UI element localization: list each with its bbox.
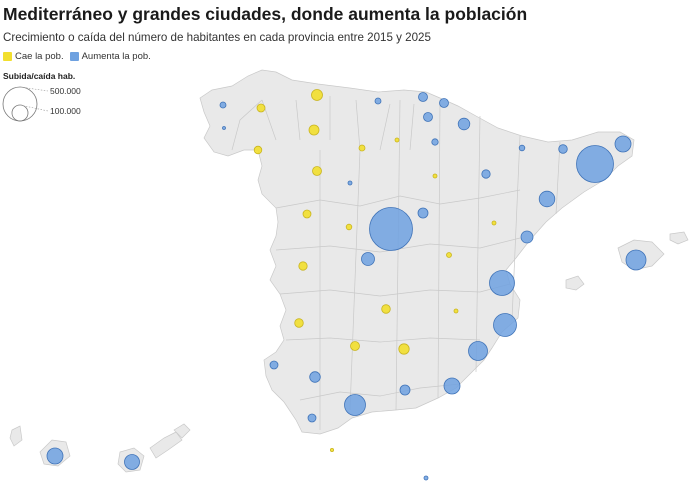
fuerteventura-island	[149, 431, 183, 459]
increase-circle	[457, 117, 471, 131]
la-palma-island	[9, 425, 23, 447]
decrease-circle	[394, 137, 400, 143]
legend-decrease-label: Cae la pob.	[15, 51, 64, 62]
size-legend-title: Subida/caída hab.	[3, 71, 76, 81]
increase-circle	[443, 377, 461, 395]
decrease-circle	[311, 89, 323, 101]
increase-circle	[361, 252, 375, 266]
increase-circle	[423, 112, 433, 122]
increase-circle	[219, 101, 227, 109]
increase-circle	[439, 98, 449, 108]
increase-circle	[423, 475, 429, 481]
menorca-island	[669, 231, 689, 245]
size-legend: 500.000 100.000	[2, 86, 81, 122]
increase-circle	[124, 454, 140, 470]
legend-decrease: Cae la pob.	[3, 51, 64, 62]
lanzarote-island	[173, 423, 191, 439]
increase-circle	[468, 341, 488, 361]
decrease-circle	[432, 173, 438, 179]
size-legend-leader-500k	[19, 86, 49, 92]
ibiza-island	[565, 275, 585, 291]
size-legend-leader-100k	[19, 104, 49, 112]
decrease-circle	[446, 252, 452, 258]
increase-circle	[431, 138, 439, 146]
increase-circle	[538, 190, 556, 208]
decrease-circle	[358, 144, 366, 152]
increase-circle	[347, 180, 353, 186]
map-title: Mediterráneo y grandes ciudades, donde a…	[3, 4, 528, 24]
increase-circle	[625, 249, 647, 271]
decrease-circle	[294, 318, 304, 328]
size-legend-label-100k: 100.000	[50, 106, 81, 116]
increase-circle	[307, 413, 317, 423]
increase-circle	[344, 394, 366, 416]
increase-circle	[222, 126, 226, 130]
increase-circles	[46, 92, 647, 481]
decrease-circle	[345, 223, 353, 231]
decrease-circle	[302, 209, 312, 219]
decrease-circle	[453, 308, 459, 314]
increase-circle	[309, 371, 321, 383]
map-subtitle: Crecimiento o caída del número de habita…	[3, 31, 431, 44]
increase-circle	[520, 230, 534, 244]
decrease-circle	[308, 124, 320, 136]
decrease-circle	[398, 343, 410, 355]
decrease-swatch	[3, 52, 12, 61]
decrease-circle	[298, 261, 308, 271]
increase-circle	[399, 384, 411, 396]
decrease-circle	[329, 447, 334, 452]
increase-swatch	[69, 52, 79, 61]
increase-circle	[374, 97, 382, 105]
increase-circle	[481, 169, 491, 179]
decrease-circles	[253, 89, 497, 452]
increase-circle	[576, 145, 614, 183]
increase-circle	[369, 207, 413, 251]
iberian-peninsula	[199, 69, 635, 435]
increase-circle	[614, 135, 632, 153]
increase-circle	[417, 207, 429, 219]
increase-circle	[558, 144, 568, 154]
land-shapes	[9, 69, 689, 473]
decrease-circle	[253, 145, 263, 155]
increase-circle	[269, 360, 279, 370]
decrease-circle	[381, 304, 391, 314]
border-south	[279, 283, 511, 401]
legend-increase-label: Aumenta la pob.	[81, 51, 151, 62]
size-legend-label-500k: 500.000	[50, 86, 81, 96]
size-legend-circle-500k	[2, 86, 38, 122]
increase-circle	[46, 447, 64, 465]
decrease-circle	[256, 103, 266, 113]
decrease-circle	[350, 341, 360, 351]
legend-increase: Aumenta la pob.	[69, 51, 151, 62]
color-legend: Cae la pob. Aumenta la pob.	[3, 51, 157, 62]
increase-circle	[418, 92, 428, 102]
decrease-circle	[312, 166, 322, 176]
border-north-west	[231, 96, 415, 151]
increase-circle	[489, 270, 515, 296]
decrease-circle	[491, 220, 497, 226]
border-verticals	[319, 99, 561, 430]
size-legend-circle-100k	[11, 104, 29, 122]
increase-circle	[493, 313, 517, 337]
province-borders	[231, 96, 561, 430]
increase-circle	[518, 144, 526, 152]
